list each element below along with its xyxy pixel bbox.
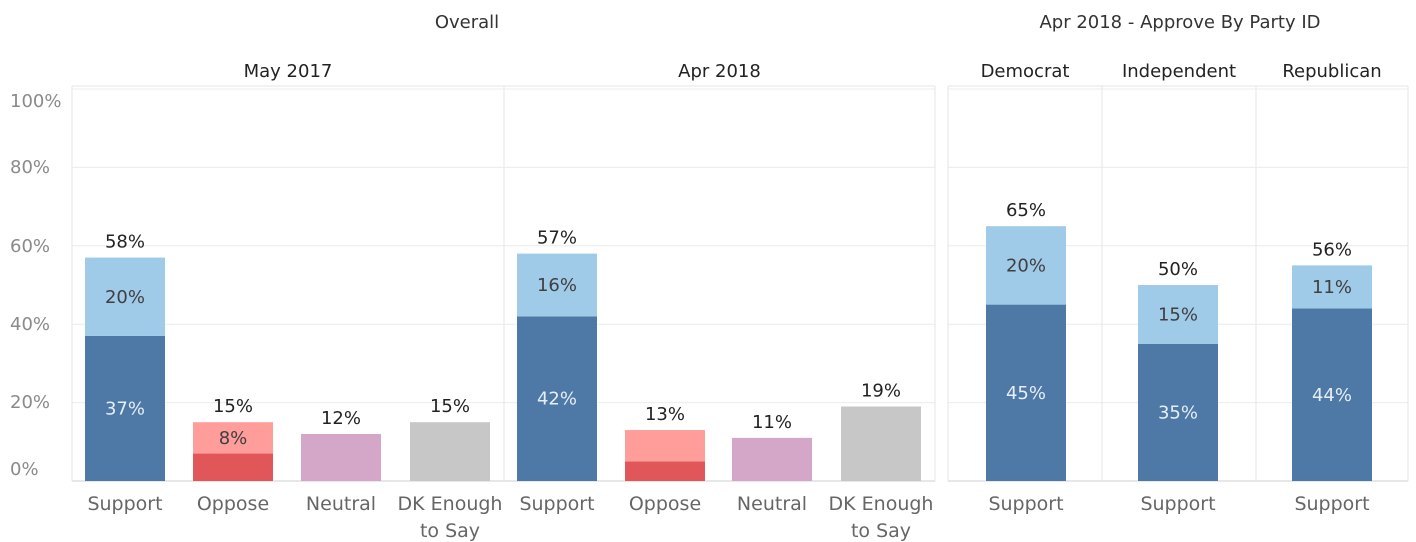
total-label: 15% <box>430 396 470 417</box>
x-category-label: Neutral <box>737 493 807 515</box>
x-category-label: to Say <box>420 520 480 542</box>
x-category-label: DK Enough <box>829 493 934 515</box>
bar-segment <box>1292 308 1372 481</box>
bar-segment <box>85 335 165 481</box>
segment-label: 45% <box>1006 383 1046 404</box>
y-tick-label: 20% <box>10 392 50 413</box>
segment-label: 20% <box>105 287 145 308</box>
total-label: 58% <box>105 232 145 253</box>
x-category-label: Support <box>1294 493 1369 515</box>
y-tick-label: 60% <box>10 236 50 257</box>
total-label: 56% <box>1312 239 1352 260</box>
segment-label: 35% <box>1158 402 1198 423</box>
total-label: 15% <box>213 396 253 417</box>
bar-segment <box>517 316 597 481</box>
total-label: 50% <box>1158 259 1198 280</box>
x-category-label: Oppose <box>197 493 269 515</box>
bar-segment <box>986 304 1066 481</box>
panel-header: Independent <box>1122 61 1236 82</box>
y-tick-label: 80% <box>10 157 50 178</box>
x-category-label: Oppose <box>629 493 701 515</box>
segment-label: 37% <box>105 398 145 419</box>
total-label: 65% <box>1006 200 1046 221</box>
segment-label: 15% <box>1158 304 1198 325</box>
x-category-label: Neutral <box>306 493 376 515</box>
bar-segment <box>301 433 381 481</box>
segment-label: 20% <box>1006 255 1046 276</box>
x-category-label: DK Enough <box>398 493 503 515</box>
bar-segment <box>517 253 597 317</box>
bar-segment <box>193 422 273 454</box>
segment-label: 8% <box>219 428 248 449</box>
panel-header: May 2017 <box>244 61 333 82</box>
total-label: 12% <box>321 408 361 429</box>
total-label: 57% <box>537 228 577 249</box>
panel-header: Democrat <box>981 61 1070 82</box>
segment-label: 44% <box>1312 385 1352 406</box>
bar-segment <box>986 226 1066 305</box>
bar-segment <box>1138 343 1218 481</box>
bar-segment <box>410 422 490 481</box>
x-category-label: Support <box>988 493 1063 515</box>
bar-segment <box>841 406 921 481</box>
segment-label: 42% <box>537 389 577 410</box>
party-chart-title: Apr 2018 - Approve By Party ID <box>1039 12 1320 33</box>
bar-segment <box>732 437 812 481</box>
total-label: 13% <box>645 404 685 425</box>
panel-header: Republican <box>1282 61 1381 82</box>
x-category-label: Support <box>519 493 594 515</box>
bar-segment <box>85 257 165 336</box>
y-tick-label: 0% <box>10 459 39 480</box>
bar-segment <box>1138 285 1218 344</box>
segment-label: 11% <box>1312 277 1352 298</box>
bar-segment <box>625 461 705 481</box>
bar-segment <box>625 430 705 462</box>
total-label: 11% <box>752 412 792 433</box>
bar-segment <box>1292 265 1372 309</box>
y-tick-label: 100% <box>10 91 61 112</box>
overall-chart-title: Overall <box>435 12 499 33</box>
segment-label: 16% <box>537 275 577 296</box>
x-category-label: Support <box>87 493 162 515</box>
x-category-label: to Say <box>851 520 911 542</box>
total-label: 19% <box>861 381 901 402</box>
x-category-label: Support <box>1140 493 1215 515</box>
bar-segment <box>193 453 273 481</box>
y-tick-label: 40% <box>10 314 50 335</box>
panel-header: Apr 2018 <box>678 61 761 82</box>
